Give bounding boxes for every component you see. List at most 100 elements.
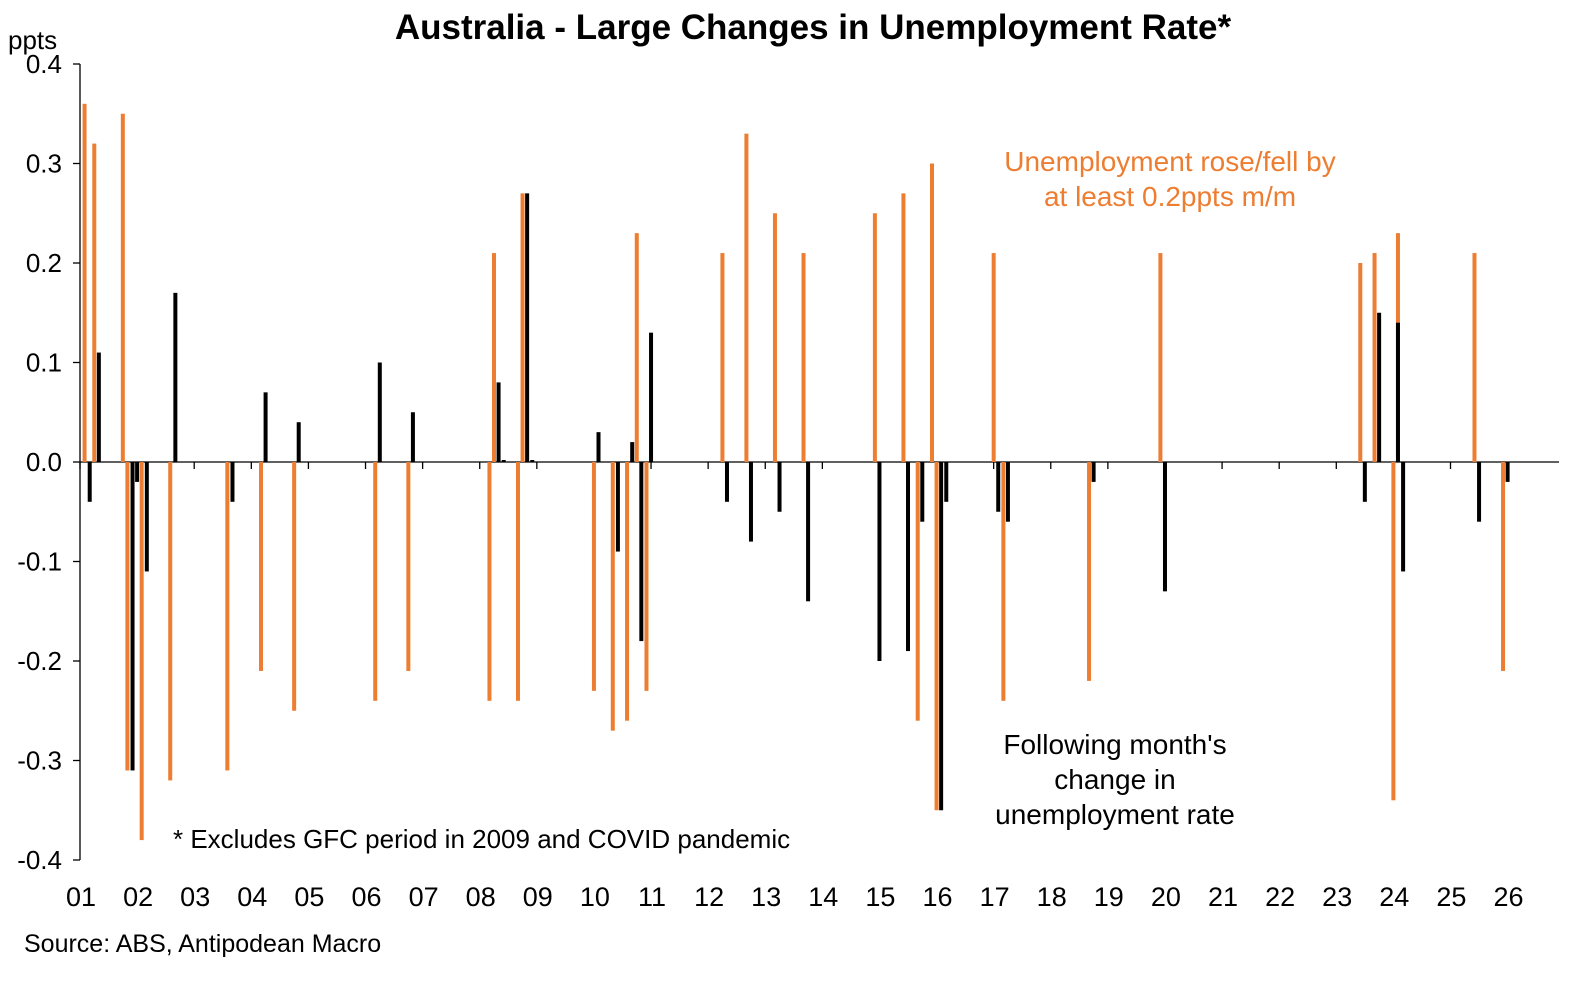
bar-black	[1377, 312, 1382, 462]
bar-black	[1505, 462, 1510, 482]
bar-orange	[591, 462, 596, 691]
x-tick-label: 09	[523, 882, 553, 912]
bar-orange	[720, 253, 725, 462]
bar-orange	[92, 143, 97, 462]
bar-black	[410, 412, 415, 462]
x-tick-label: 02	[123, 882, 153, 912]
bar-orange	[744, 133, 749, 462]
bar-black	[296, 422, 301, 462]
x-tick-label: 18	[1037, 882, 1067, 912]
bar-orange	[487, 462, 492, 701]
bar-black	[649, 332, 654, 462]
bar-orange	[991, 253, 996, 462]
footnote: * Excludes GFC period in 2009 and COVID …	[173, 824, 791, 854]
x-tick-label: 08	[466, 882, 496, 912]
bar-black	[1401, 462, 1406, 572]
bar-orange	[520, 193, 525, 462]
bar-black	[530, 460, 535, 462]
y-axis: 0.4 0.3 0.2 0.1 0.0 -0.1 -0.2 -0.3 -0.4	[17, 49, 81, 875]
y-tick-label: -0.4	[17, 845, 62, 875]
bar-orange	[915, 462, 920, 721]
series-black-bars	[87, 193, 1510, 811]
bar-black	[1162, 462, 1167, 592]
bar-black	[144, 462, 149, 572]
bar-black	[230, 462, 235, 502]
bar-orange	[929, 163, 934, 462]
bar-black	[130, 462, 135, 771]
bar-black	[920, 462, 925, 522]
bar-orange	[125, 462, 130, 771]
y-tick-label: 0.1	[26, 348, 62, 378]
chart-title: Australia - Large Changes in Unemploymen…	[394, 8, 1232, 47]
x-tick-label: 17	[980, 882, 1010, 912]
bar-black	[525, 193, 530, 462]
bar-black	[87, 462, 92, 502]
bar-black	[777, 462, 782, 512]
bar-black	[1362, 462, 1367, 502]
annotation-black-line-3: unemployment rate	[995, 799, 1235, 830]
bar-black	[906, 462, 911, 652]
annotation-orange-line-2: at least 0.2ppts m/m	[1043, 181, 1297, 212]
y-tick-label: -0.2	[17, 646, 62, 676]
bar-black	[806, 462, 811, 602]
x-tick-label: 21	[1208, 882, 1238, 912]
bar-orange	[515, 462, 520, 701]
bar-orange	[772, 213, 777, 462]
bar-orange	[82, 103, 87, 463]
y-tick-label: 0.2	[26, 248, 62, 278]
bar-orange	[872, 213, 877, 462]
bar-orange	[644, 462, 649, 691]
bar-black	[96, 352, 101, 462]
bar-black	[630, 442, 635, 462]
x-tick-label: 01	[66, 882, 96, 912]
x-tick-label: 04	[237, 882, 267, 912]
bar-black	[377, 362, 382, 462]
y-tick-label: 0.3	[26, 149, 62, 179]
x-tick-label: 05	[294, 882, 324, 912]
bar-orange	[1358, 263, 1363, 462]
annotation-black-line-1: Following month's	[1003, 729, 1227, 760]
bar-orange	[1158, 253, 1163, 462]
y-tick-label: -0.3	[17, 746, 62, 776]
bar-orange	[225, 462, 230, 771]
bar-orange	[120, 113, 125, 462]
annotation-orange-line-1: Unemployment rose/fell by	[1004, 146, 1336, 177]
y-axis-unit-label: ppts	[8, 25, 58, 55]
bar-black	[1395, 322, 1400, 462]
bar-black	[496, 382, 501, 462]
bar-orange	[625, 462, 630, 721]
x-tick-label: 19	[1094, 882, 1124, 912]
bar-orange	[373, 462, 378, 701]
x-tick-label: 06	[351, 882, 381, 912]
bar-black	[944, 462, 949, 502]
x-tick-label: 23	[1322, 882, 1352, 912]
bar-orange	[1001, 462, 1006, 701]
annotation-black: Following month's change in unemployment…	[960, 727, 1270, 832]
x-tick-label: 16	[922, 882, 952, 912]
bar-orange	[1372, 253, 1377, 462]
annotation-orange: Unemployment rose/fell by at least 0.2pp…	[960, 144, 1380, 214]
x-tick-label: 14	[808, 882, 838, 912]
source-note: Source: ABS, Antipodean Macro	[24, 930, 382, 958]
bar-black	[877, 462, 882, 661]
bar-orange	[292, 462, 297, 711]
bar-orange	[259, 462, 264, 671]
bar-orange	[406, 462, 411, 671]
bar-black	[939, 462, 944, 811]
bar-black	[135, 462, 140, 482]
bar-black	[1005, 462, 1010, 522]
bar-black	[748, 462, 753, 542]
bar-orange	[168, 462, 173, 781]
bar-orange	[901, 193, 906, 462]
bar-black	[996, 462, 1001, 512]
bar-orange	[1472, 253, 1477, 462]
x-tick-label: 15	[865, 882, 895, 912]
x-tick-label: 12	[694, 882, 724, 912]
x-tick-label: 26	[1493, 882, 1523, 912]
bar-orange	[801, 253, 806, 462]
x-tick-label: 13	[751, 882, 781, 912]
bar-orange	[934, 462, 939, 811]
bar-black	[263, 392, 268, 462]
bar-orange	[139, 462, 144, 841]
x-tick-label: 22	[1265, 882, 1295, 912]
